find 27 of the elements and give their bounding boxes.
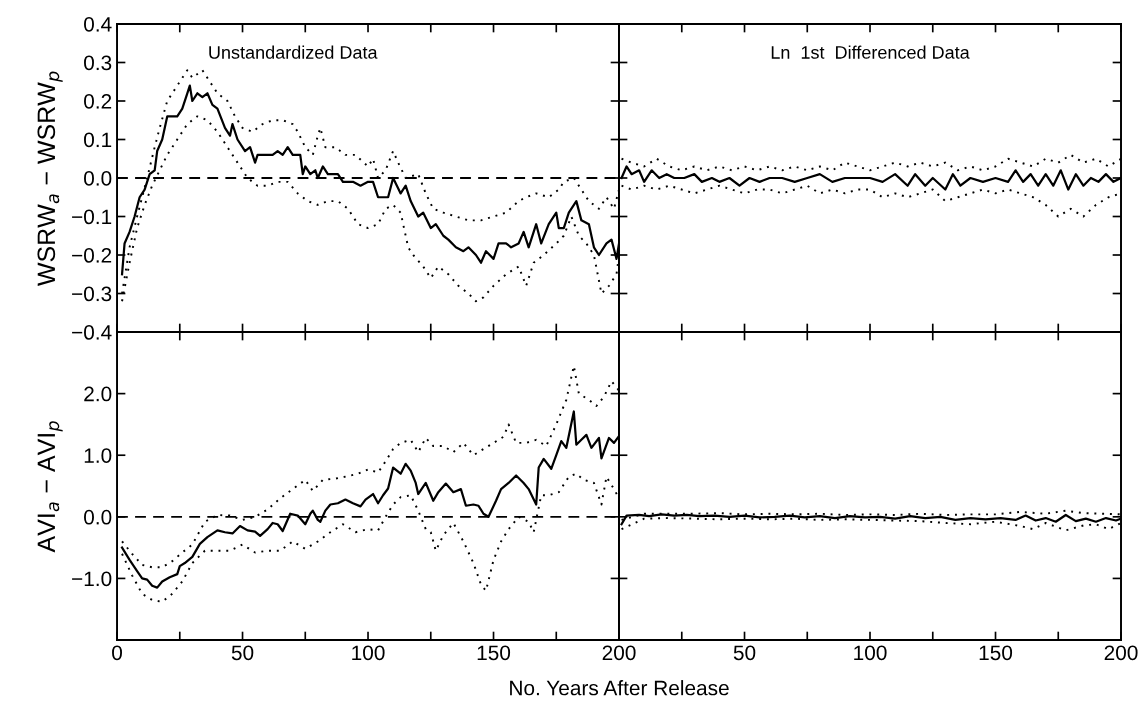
y-tick-label: 0.2 xyxy=(84,94,112,109)
x-tick-label: 200 xyxy=(602,645,636,661)
y-tick-label: −0.1 xyxy=(72,209,112,225)
y-axis-title: WSRW$_{a}$ − WSRW$_{p}$ xyxy=(37,71,63,287)
y-tick-label: 0.0 xyxy=(84,509,112,525)
y-tick-label: 2.0 xyxy=(84,386,112,402)
y-tick-label: 0.1 xyxy=(84,132,112,148)
text: Unstandardized Data xyxy=(209,45,378,59)
x-tick-label: 200 xyxy=(1104,645,1138,661)
y-tick-label: 0.0 xyxy=(84,171,112,186)
x-tick-label: 100 xyxy=(854,645,887,661)
x-tick-label: 150 xyxy=(477,645,511,661)
y-tick-label: −0.2 xyxy=(72,248,112,263)
y-tick-label: −0.3 xyxy=(72,286,112,302)
x-tick-label: 0 xyxy=(112,645,123,661)
text: Ln 1st Differenced Data xyxy=(771,45,970,59)
x-tick-label: 150 xyxy=(979,645,1013,661)
x-tick-label: 50 xyxy=(733,645,756,661)
y-tick-label: 1.0 xyxy=(84,448,112,463)
x-tick-label: 50 xyxy=(231,645,254,661)
y-tick-label: −0.4 xyxy=(72,325,112,340)
y-tick-label: 0.3 xyxy=(84,55,112,71)
y-tick-label: −1.0 xyxy=(72,571,112,587)
x-axis-title: No. Years After Release xyxy=(510,680,729,696)
x-tick-label: 100 xyxy=(352,645,385,661)
y-tick-label: 0.4 xyxy=(84,16,112,32)
y-axis-title: AVI$_{a}$ − AVI$_{p}$ xyxy=(37,421,63,553)
